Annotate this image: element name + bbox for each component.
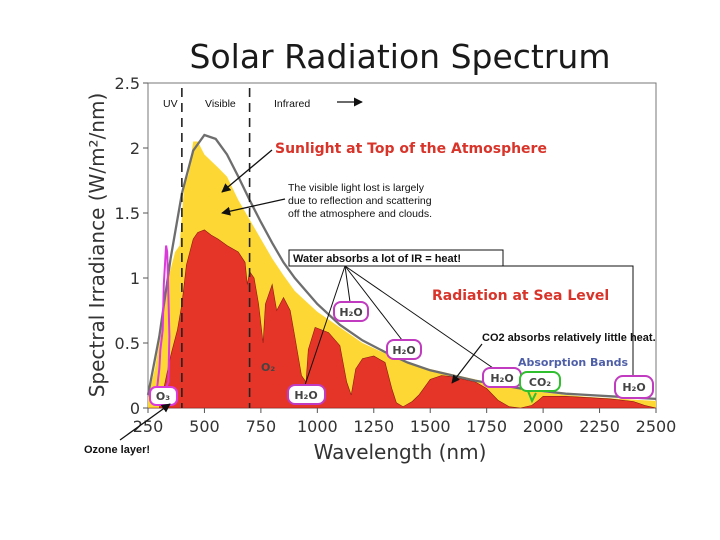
h2o-badge-2 — [386, 339, 422, 360]
x-tick-label: 1000 — [297, 417, 338, 436]
h2o-badge-3 — [287, 384, 326, 405]
co2-note: CO2 absorbs relatively little heat. — [482, 332, 656, 344]
h2o-label-1: H₂O — [339, 306, 362, 319]
absorption-bands-label: Absorption Bands — [518, 356, 629, 369]
h2o-label-4: H₂O — [490, 372, 513, 385]
sea-level-label: Radiation at Sea Level — [432, 288, 609, 304]
water-line-3 — [344, 265, 403, 341]
water-ir-bracket — [503, 265, 634, 383]
y-tick-label: 0.5 — [115, 334, 140, 353]
chart-title: Solar Radiation Spectrum — [190, 37, 611, 76]
area-sea-level — [148, 229, 657, 409]
co2-note-arrow — [451, 343, 483, 384]
water-ir-label: Water absorbs a lot of IR = heat! — [293, 253, 461, 265]
h2o-label-2: H₂O — [392, 344, 415, 357]
x-tick-label: 1250 — [353, 417, 394, 436]
h2o-label-5: H₂O — [622, 381, 645, 394]
ozone-layer-arrow — [119, 403, 171, 441]
co2-label: CO₂ — [529, 376, 551, 389]
x-tick-label: 500 — [189, 417, 220, 436]
y-tick-label: 1 — [130, 269, 140, 288]
x-tick-label: 1500 — [410, 417, 451, 436]
region-visible-label: Visible — [205, 98, 236, 110]
visible-lost-line-3: off the atmosphere and clouds. — [288, 208, 432, 220]
x-axis-label: Wavelength (nm) — [314, 440, 487, 464]
co2-marker — [527, 390, 537, 404]
o2-label: O₂ — [261, 361, 275, 374]
x-tick-label: 750 — [246, 417, 277, 436]
y-tick-label: 1.5 — [115, 204, 140, 223]
y-tick-label: 2.5 — [115, 74, 140, 93]
y-tick-label: 0 — [130, 399, 140, 418]
co2-badge — [519, 371, 561, 392]
y-axis-label: Spectral Irradiance (W/m²/nm) — [85, 93, 109, 398]
water-line-4 — [344, 265, 494, 369]
x-tick-label: 2500 — [636, 417, 677, 436]
region-uv-label: UV — [163, 98, 178, 110]
visible-lost-line-1: The visible light lost is largely — [288, 182, 425, 194]
water-line-2 — [344, 265, 351, 303]
h2o-badge-1 — [333, 301, 369, 322]
y-tick-label: 2 — [130, 139, 140, 158]
x-tick-label: 1750 — [466, 417, 507, 436]
visible-lost-arrow — [221, 198, 286, 216]
water-line-1 — [304, 265, 346, 386]
top-atmosphere-arrow — [221, 149, 273, 193]
y-tick-group: 0 0.5 1 1.5 2 2.5 — [115, 74, 148, 418]
x-tick-group: 250 500 750 1000 1250 1500 1750 2000 2250 2500 — [133, 408, 677, 436]
water-ir-box — [288, 249, 504, 267]
x-tick-label: 250 — [133, 417, 164, 436]
h2o-label-3: H₂O — [294, 389, 317, 402]
o3-label: O₃ — [156, 390, 170, 403]
ozone-layer-label: Ozone layer! — [84, 444, 150, 456]
region-infrared-label: Infrared — [274, 98, 310, 110]
x-tick-label: 2000 — [523, 417, 564, 436]
h2o-badge-5 — [614, 375, 654, 399]
top-atmosphere-label: Sunlight at Top of the Atmosphere — [275, 141, 547, 157]
visible-lost-line-2: due to reflection and scattering — [288, 195, 432, 207]
x-tick-label: 2250 — [579, 417, 620, 436]
